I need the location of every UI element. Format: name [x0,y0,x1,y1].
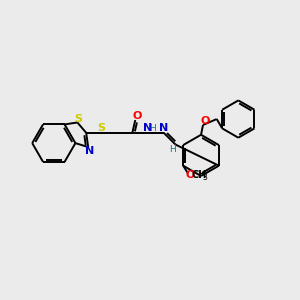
Text: O: O [185,169,195,179]
Text: H: H [150,124,156,134]
Text: 3: 3 [203,173,208,182]
Text: N: N [159,123,168,133]
Text: S: S [74,113,82,124]
Text: H: H [169,145,176,154]
Text: CH: CH [191,169,207,179]
Text: S: S [97,123,105,134]
Text: O: O [200,116,210,126]
Text: N: N [143,123,153,133]
Text: N: N [85,146,94,156]
Text: O: O [133,111,142,121]
